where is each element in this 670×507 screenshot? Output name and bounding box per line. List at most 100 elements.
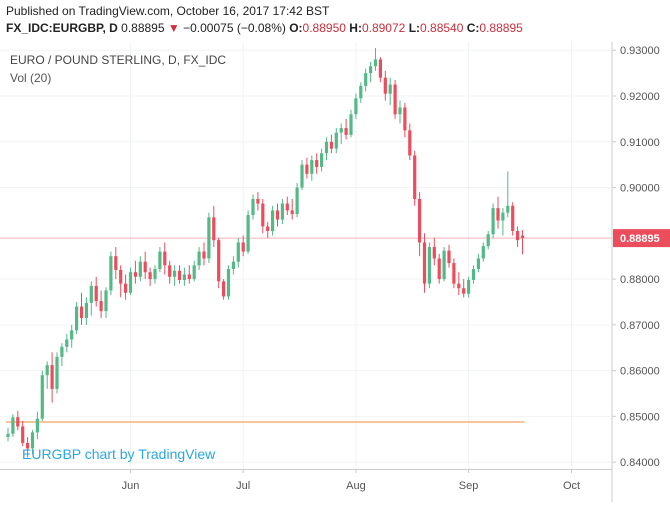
candle-body [344, 128, 348, 135]
candle-body [486, 234, 490, 247]
candle-body [202, 251, 206, 259]
candle-body [496, 208, 500, 221]
candle-body [79, 306, 84, 318]
candle-body [84, 302, 88, 318]
down-arrow-icon: ▼ [167, 21, 180, 35]
chart-frame[interactable]: 0.93000 0.92000 0.91000 0.90000 0.88000 0.870… [0, 42, 670, 502]
candle-body [462, 288, 466, 294]
candle-body [163, 251, 167, 266]
price-axis[interactable]: 0.93000 0.92000 0.91000 0.90000 0.88000 0.870… [612, 45, 670, 469]
candle-body [21, 426, 25, 443]
candle-body [369, 66, 373, 74]
candle-body [285, 203, 289, 211]
chart-title: EURO / POUND STERLING, D, FX_IDC [10, 53, 226, 67]
candle-body [35, 418, 39, 433]
candle-body [104, 290, 108, 312]
x-tick-label: Oct [563, 480, 580, 492]
open-value: 0.88950 [302, 21, 346, 35]
chart-svg[interactable]: 0.93000 0.92000 0.91000 0.90000 0.88000 0.870… [0, 42, 670, 502]
candle-body [271, 210, 275, 232]
candle-body [334, 132, 338, 149]
candle-body [305, 164, 309, 174]
candle-body [182, 274, 186, 280]
candle-body [40, 375, 44, 419]
y-tick-label: 0.90000 [620, 183, 660, 195]
candle-body [427, 247, 431, 284]
candle-body [506, 205, 510, 213]
candle-body [447, 250, 451, 264]
candle-body [50, 365, 54, 389]
candle-body [324, 141, 329, 154]
candle-body [452, 263, 456, 284]
candle-body [75, 306, 79, 331]
candle-body [173, 270, 177, 277]
price-change: −0.00075 (−0.08%) [183, 21, 286, 35]
candle-body [403, 107, 407, 131]
candle-body [261, 203, 265, 227]
candle-body [275, 210, 280, 220]
close-label: C: [466, 21, 480, 35]
candle-body [432, 247, 436, 259]
candle-body [467, 279, 471, 294]
candle-body [290, 210, 294, 215]
candle-body [383, 77, 387, 94]
close-value: 0.88895 [479, 21, 523, 35]
x-tick-label: Sep [459, 480, 479, 492]
candle-body [520, 235, 525, 238]
candle-body [511, 205, 515, 232]
candle-body [359, 85, 363, 99]
candle-body [16, 417, 20, 427]
y-tick-label: 0.85000 [620, 411, 660, 423]
candle-body [109, 256, 113, 291]
candle-body [491, 208, 495, 235]
symbol-label: FX_IDC:EURGBP, D [6, 21, 118, 35]
candle-body [364, 73, 368, 86]
candle-body [212, 217, 216, 241]
time-axis[interactable]: Jun Jul Aug Sep Oct [122, 469, 580, 492]
candle-body [158, 251, 162, 270]
candle-body [329, 141, 333, 149]
candle-body [60, 346, 64, 357]
current-price-tag [613, 229, 670, 248]
candle-body [300, 164, 304, 188]
y-tick-label: 0.91000 [620, 137, 660, 149]
candle-body [197, 251, 201, 266]
candle-body [393, 84, 397, 115]
current-price-label: 0.88895 [620, 233, 660, 245]
y-tick-label: 0.84000 [620, 457, 660, 469]
candle-body [6, 433, 10, 437]
candle-body [476, 258, 480, 270]
y-tick-label: 0.86000 [620, 366, 660, 378]
open-label: O: [289, 21, 303, 35]
candle-body [418, 198, 422, 243]
candle-body [398, 107, 402, 115]
candle-body [119, 269, 123, 284]
candle-body [310, 160, 314, 174]
candle-body [295, 187, 299, 215]
grid [0, 42, 613, 502]
candle-body [442, 250, 446, 280]
candle-body [55, 356, 59, 389]
candle-body [133, 272, 137, 277]
high-label: H: [349, 21, 362, 35]
candle-body [481, 246, 485, 259]
published-note: Published on TradingView.com, October 16… [6, 4, 330, 18]
candle-body [378, 59, 382, 78]
candle-body [70, 330, 74, 340]
candle-body [231, 261, 235, 270]
candle-body [30, 432, 35, 449]
candle-body [94, 285, 98, 302]
last-price: 0.88895 [121, 21, 165, 35]
candle-body [177, 270, 182, 280]
x-tick-label: Jun [122, 480, 140, 492]
candle-body [207, 217, 211, 259]
candle-body [373, 59, 378, 67]
candle-body [114, 256, 118, 270]
candle-body [422, 242, 427, 284]
candle-body [241, 242, 245, 252]
candle-body [26, 442, 30, 449]
watermark[interactable]: EURGBP chart by TradingView [22, 446, 216, 462]
candle-body [153, 269, 157, 280]
candle-body [222, 281, 226, 297]
candle-body [354, 98, 358, 115]
